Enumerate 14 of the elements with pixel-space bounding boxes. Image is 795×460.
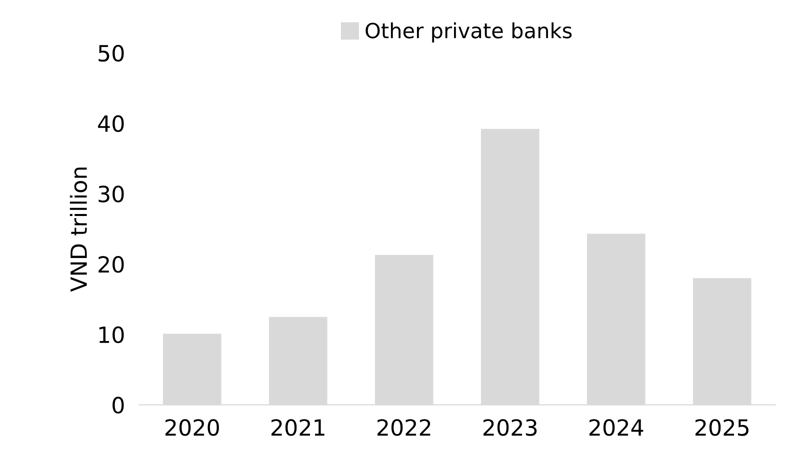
x-tick-label: 2022 xyxy=(377,419,430,436)
y-axis-title: VND trillion xyxy=(70,168,88,292)
y-tick-label: 10 xyxy=(99,326,124,344)
y-tick-label: 0 xyxy=(112,396,124,414)
y-tick-label: 50 xyxy=(98,44,124,62)
x-tick-label: 2021 xyxy=(271,419,324,436)
y-tick-label: 20 xyxy=(98,256,124,273)
y-tick-label: 30 xyxy=(98,186,124,202)
y-tick-label: 40 xyxy=(98,115,124,132)
legend-label: Other private banks xyxy=(366,22,572,42)
x-tick-label: 2024 xyxy=(589,419,644,436)
x-tick-label: 2023 xyxy=(483,419,537,436)
x-tick-label: 2020 xyxy=(165,419,219,436)
x-tick-label: 2025 xyxy=(695,419,748,436)
